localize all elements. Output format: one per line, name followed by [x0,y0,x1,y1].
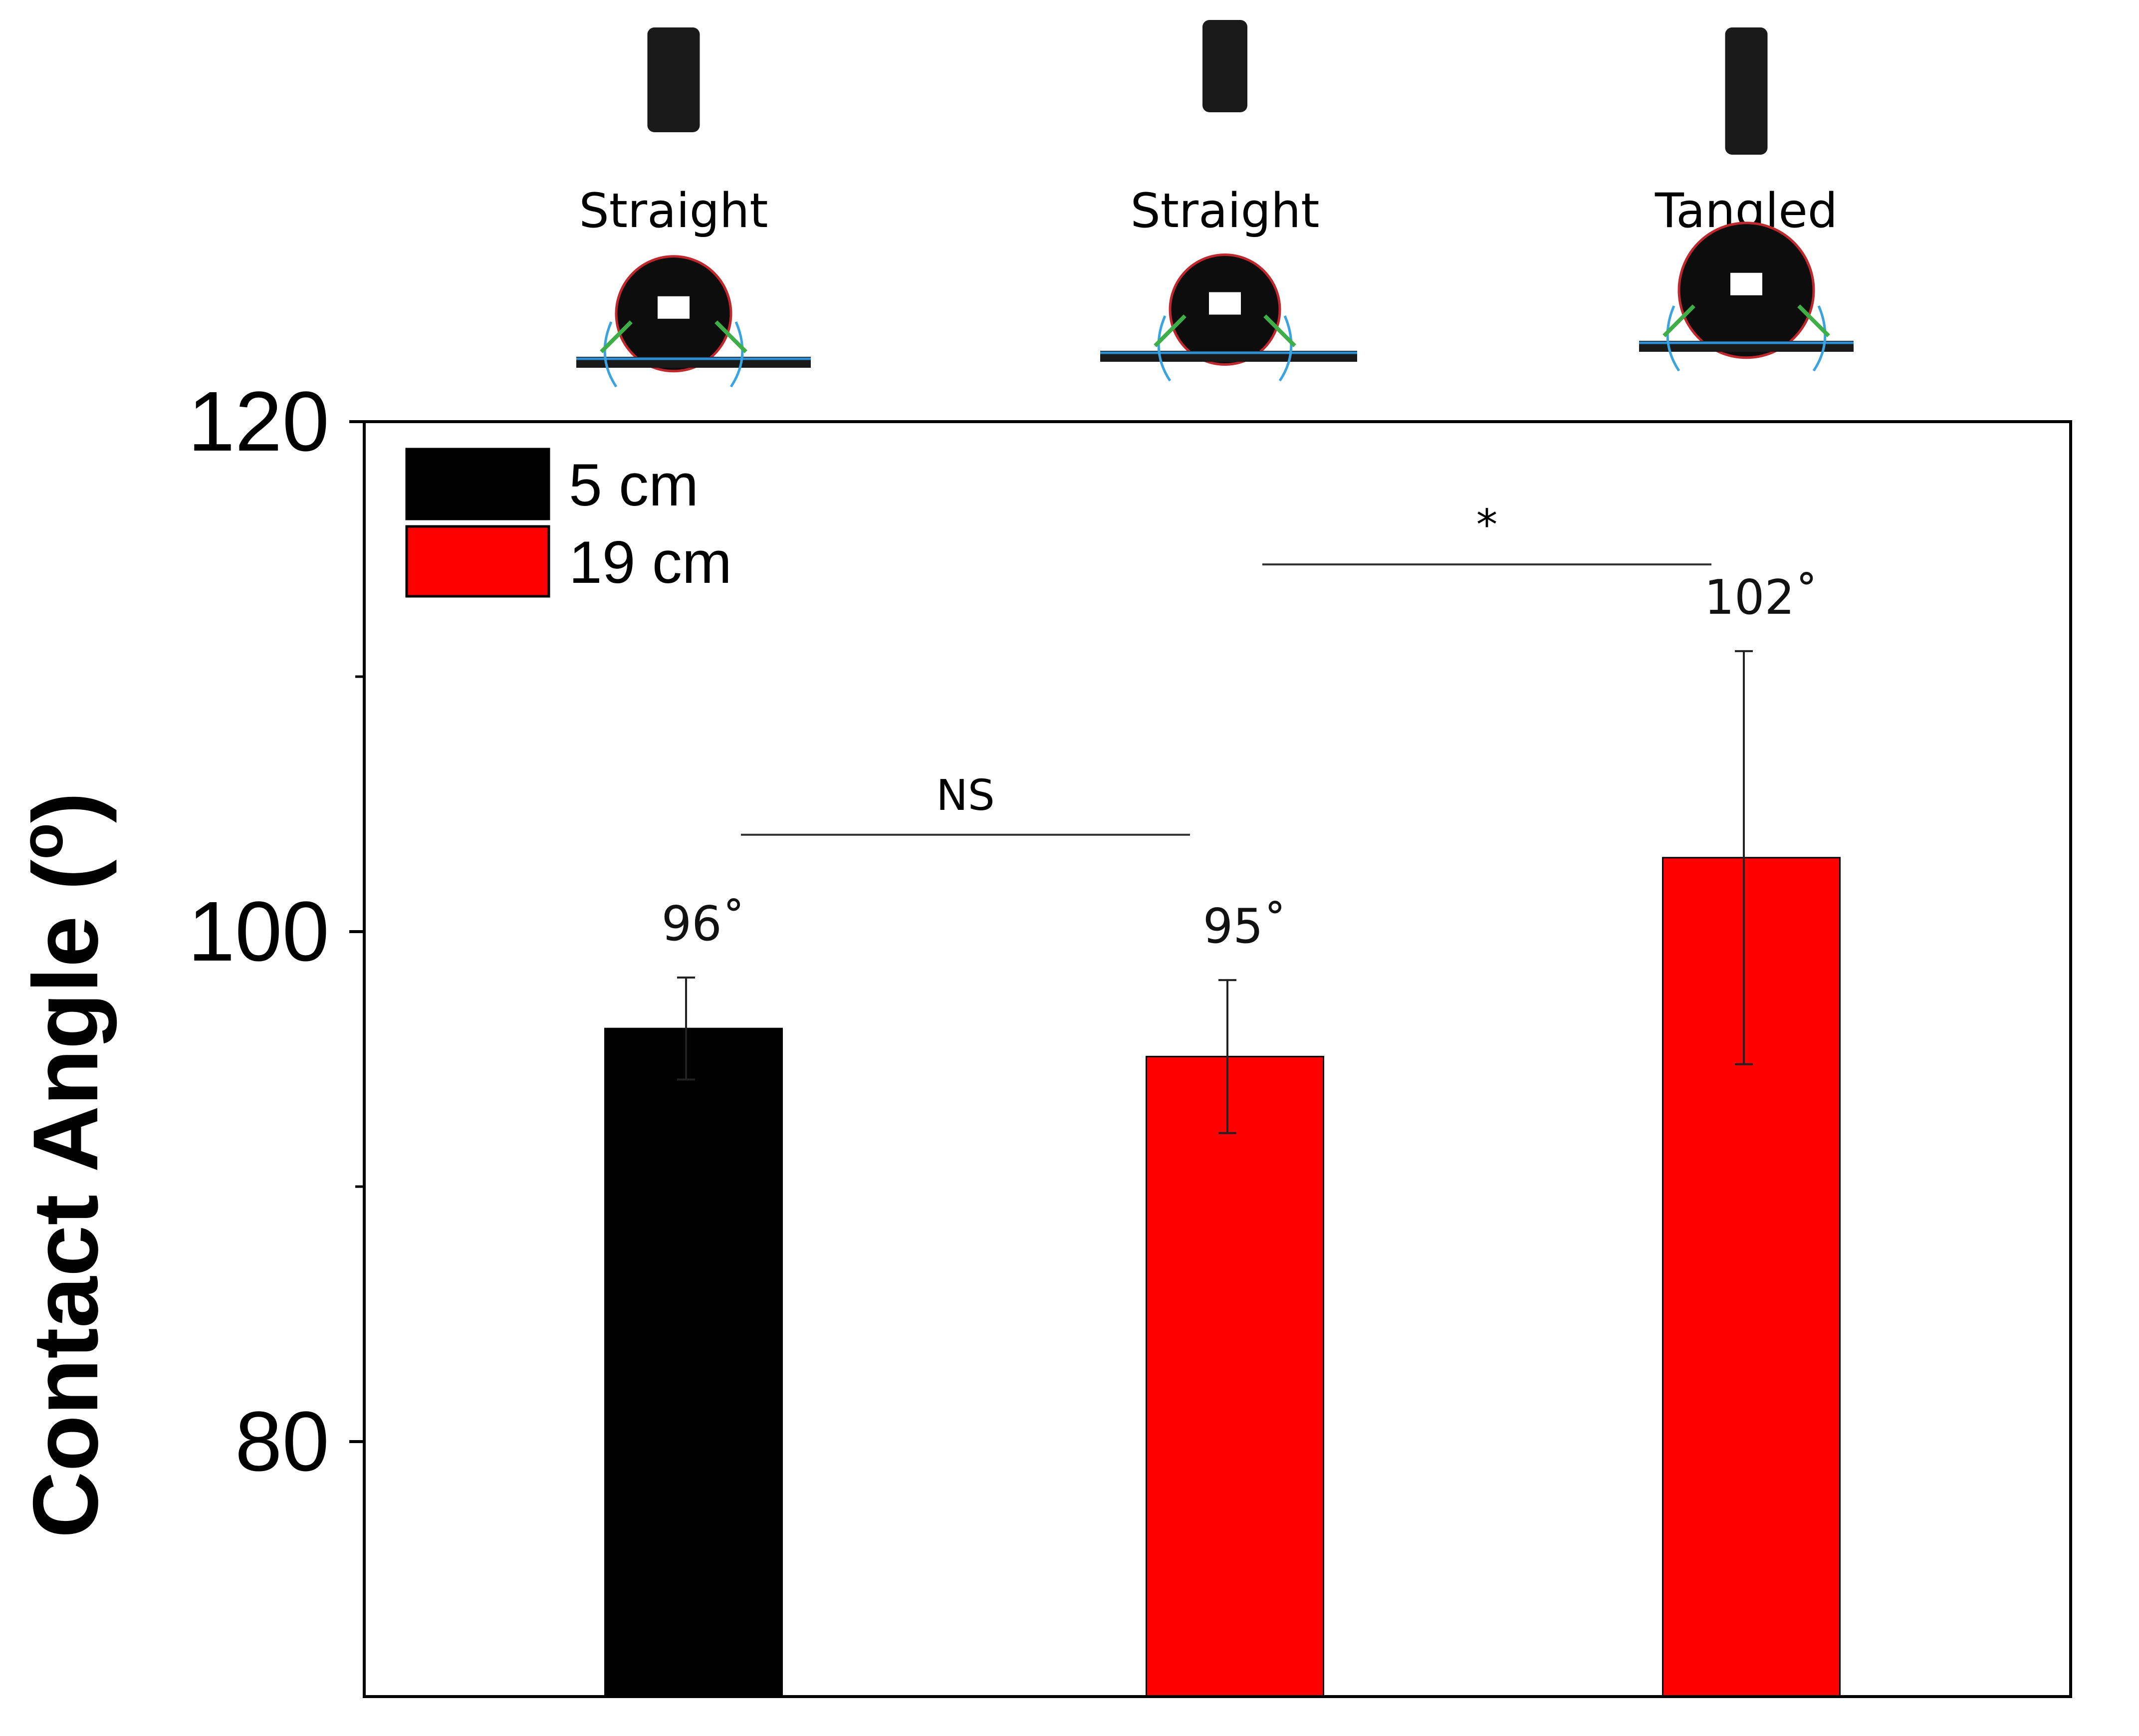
angle-marker-right [1797,304,1830,337]
significance-label: NS [936,771,995,820]
legend-swatch [405,525,550,598]
bar [1146,1055,1324,1698]
angle-marker-left [1154,314,1187,347]
significance-layer: NS * [741,500,1711,836]
droplet-photo: Tangled [1639,27,1854,372]
y-axis-title-superscript: o [8,823,75,859]
tangent-right [729,321,744,388]
y-axis-title-close: ) [14,792,117,823]
tangent-left [603,321,618,388]
y-axis-title: Contact Angle (o) [8,792,117,1538]
photo-label: Straight [579,184,768,239]
legend-label: 5 cm [569,452,699,518]
y-axis-title-main: Contact Angle ( [14,859,117,1538]
significance-label: * [1476,500,1498,550]
legend-label: 19 cm [569,529,732,596]
bar [1662,857,1841,1698]
tangent-right [1278,315,1293,382]
angle-marker-left [600,320,633,353]
value-label: 95˚ [1203,899,1287,954]
needle [647,27,700,132]
droplet-highlight [1209,292,1241,315]
needle [1725,27,1768,155]
droplet-photos: Straight Straight Tangled [576,20,1854,388]
value-label: 96˚ [662,897,745,952]
y-axis: 80 100 120 [188,374,364,1489]
droplet-photo: Straight [1100,20,1357,382]
droplet-highlight [1730,272,1762,295]
bar [604,1027,783,1698]
value-labels-layer: 96˚ 95˚ 102˚ [662,570,1819,954]
legend-swatch [405,448,550,520]
y-tick-label: 100 [188,884,329,979]
value-label: 102˚ [1704,570,1819,625]
angle-marker-left [1663,304,1695,337]
tangent-left [1157,315,1172,382]
droplet-highlight [658,296,690,319]
tangent-left [1666,305,1680,372]
needle [1202,20,1247,112]
photo-label: Straight [1131,184,1320,239]
tangent-right [1812,305,1827,372]
angle-marker-right [714,320,747,353]
droplet-photo: Straight [576,27,811,388]
y-tick-label: 120 [188,374,329,469]
y-tick-label: 80 [235,1394,329,1489]
legend: 5 cm 19 cm [405,448,732,598]
plot-frame [363,420,2072,1698]
angle-marker-right [1263,314,1296,347]
bars-layer [604,857,1841,1698]
error-bars-layer [677,650,1753,1134]
